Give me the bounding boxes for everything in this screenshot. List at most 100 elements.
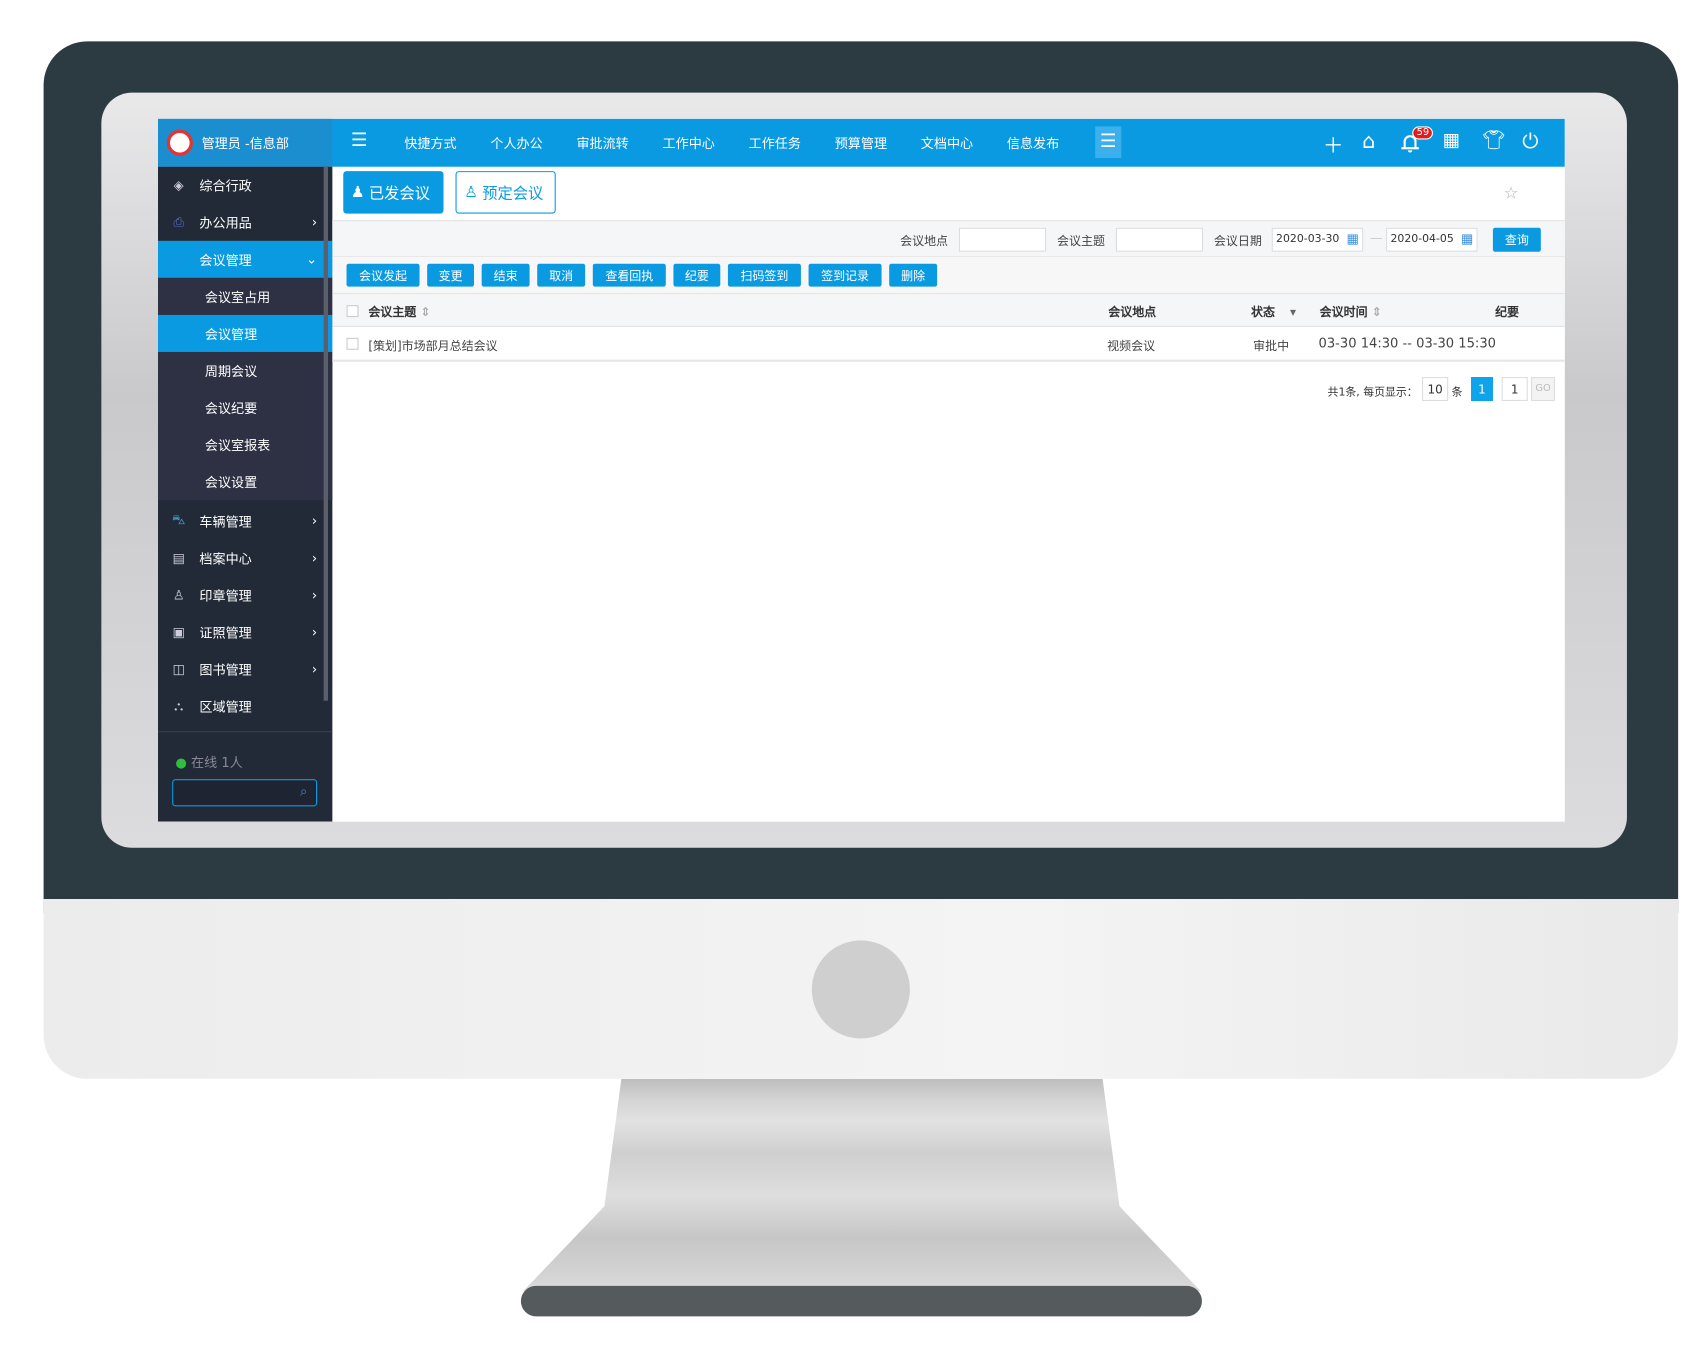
row-checkbox[interactable] — [346, 337, 359, 350]
nav-workcenter[interactable]: 工作中心 — [662, 136, 715, 152]
date-separator: — — [1369, 229, 1383, 246]
menu-toggle-icon[interactable]: ☰ — [350, 129, 368, 152]
sidebar-item-areas[interactable]: ⛬ 区域管理 — [158, 688, 332, 725]
goto-page-input[interactable]: 1 — [1501, 377, 1528, 402]
sidebar-item-books[interactable]: ◫ 图书管理 › — [158, 651, 332, 688]
sidebar-label: 综合行政 — [199, 178, 252, 194]
col-status[interactable]: 状态 ▾ — [1251, 303, 1296, 320]
skin-icon[interactable]: 👕︎ — [1481, 129, 1506, 152]
cell-location: 视频会议 — [1107, 338, 1156, 354]
brand: 管理员 -信息部 — [158, 118, 333, 167]
sidebar-item-vehicles[interactable]: ⛍ 车辆管理 › — [158, 502, 332, 539]
monitor-stand — [523, 1078, 1201, 1292]
date-from-value: 2020-03-30 — [1276, 233, 1340, 246]
nav-docs[interactable]: 文档中心 — [920, 136, 974, 152]
view-receipts-button[interactable]: 查看回执 — [592, 263, 666, 287]
sidebar-item-general[interactable]: ◈ 综合行政 — [158, 167, 332, 204]
sidebar-sub-room-usage[interactable]: 会议室占用 — [158, 277, 333, 315]
sidebar-item-stamps[interactable]: ♙ 印章管理 › — [158, 576, 332, 613]
sidebar: ◈ 综合行政 ⎙ 办公用品 › ◌ 会议管理 ⌄ 会议室占用 会议管理 周期会议 会议纪要… — [158, 166, 333, 822]
calendar-icon[interactable]: ▦ — [1346, 231, 1359, 247]
page-1-button[interactable]: 1 — [1471, 377, 1493, 402]
bell-icon[interactable] — [1401, 134, 1419, 153]
star-icon[interactable]: ☆ — [1503, 183, 1519, 203]
top-header: 管理员 -信息部 ☰ 快捷方式 个人办公 审批流转 工作中心 工作任务 预算管理… — [158, 118, 1565, 167]
nav-approval[interactable]: 审批流转 — [576, 136, 629, 152]
chevron-right-icon: › — [311, 513, 318, 529]
col-label: 状态 — [1250, 305, 1275, 320]
filter-dropdown-icon[interactable]: ▾ — [1290, 305, 1297, 320]
table-row[interactable]: [策划]市场部月总结会议 视频会议 审批中 03-30 14:30 -- 03-… — [332, 326, 1565, 362]
action-toolbar: 会议发起 变更 结束 取消 查看回执 纪要 扫码签到 签到记录 删除 — [332, 257, 1565, 295]
nav-personal[interactable]: 个人办公 — [490, 136, 543, 152]
date-label: 会议日期 — [1213, 234, 1262, 249]
qr-checkin-button[interactable]: 扫码签到 — [727, 263, 801, 287]
go-button[interactable]: GO — [1531, 377, 1556, 402]
tab-sent-meetings[interactable]: ♟ 已发会议 — [343, 171, 444, 214]
cell-subject[interactable]: [策划]市场部月总结会议 — [368, 338, 498, 354]
search-button[interactable]: 查询 — [1492, 227, 1541, 252]
end-button[interactable]: 结束 — [481, 263, 530, 287]
page-size-input[interactable]: 10 — [1422, 377, 1449, 402]
sidebar-item-archive[interactable]: ▤ 档案中心 › — [158, 539, 332, 576]
select-all-checkbox[interactable] — [346, 305, 359, 318]
sidebar-sub-room-report[interactable]: 会议室报表 — [158, 426, 333, 464]
nav-news[interactable]: 信息发布 — [1006, 136, 1060, 152]
checkin-records-button[interactable]: 签到记录 — [808, 263, 882, 287]
home-icon[interactable]: ⌂ — [1362, 129, 1376, 154]
meeting-icon: ◌ — [172, 251, 185, 267]
delete-button[interactable]: 删除 — [889, 263, 938, 287]
col-label: 会议主题 — [368, 305, 417, 320]
sidebar-sub-meeting-mgmt[interactable]: 会议管理 — [158, 314, 333, 352]
location-input[interactable] — [958, 227, 1047, 252]
stamp-icon: ♙ — [172, 587, 185, 603]
col-subject[interactable]: 会议主题 ⇕ — [368, 303, 430, 320]
tab-label: 预定会议 — [482, 184, 544, 203]
tab-book-meeting[interactable]: ♙ 预定会议 — [455, 171, 556, 214]
search-icon[interactable]: ⌕ — [299, 783, 308, 799]
sidebar-label: 会议室报表 — [204, 437, 271, 453]
monitor-logo — [811, 940, 910, 1039]
notification-badge: 59 — [1412, 126, 1434, 140]
plus-icon[interactable]: ＋ — [1322, 134, 1344, 159]
date-from-input[interactable]: 2020-03-30 ▦ — [1271, 227, 1364, 252]
sidebar-scrollbar[interactable] — [323, 166, 328, 701]
col-time[interactable]: 会议时间 ⇕ — [1320, 303, 1382, 320]
nav-budget[interactable]: 预算管理 — [834, 136, 888, 152]
sidebar-label: 会议管理 — [204, 326, 258, 342]
nav-shortcuts[interactable]: 快捷方式 — [404, 136, 457, 152]
online-status: ● 在线 1人 — [175, 753, 242, 772]
cancel-button[interactable]: 取消 — [537, 263, 586, 287]
change-button[interactable]: 变更 — [427, 263, 475, 287]
main-content: ♟ 已发会议 ♙ 预定会议 ☆ 会议地点 会议主题 会议日期 2020-03-30 ▦… — [332, 167, 1565, 822]
sidebar-item-meetings[interactable]: ◌ 会议管理 ⌄ — [158, 240, 333, 278]
date-to-input[interactable]: 2020-04-05 ▦ — [1386, 227, 1478, 252]
sidebar-label: 图书管理 — [199, 661, 252, 678]
power-icon[interactable]: ⏻ — [1522, 129, 1539, 154]
pagination: 共1条, 每页显示： 10 条 1 1 GO — [1313, 377, 1564, 403]
col-location: 会议地点 — [1108, 305, 1157, 320]
location-label: 会议地点 — [900, 234, 949, 249]
subject-input[interactable] — [1115, 227, 1204, 252]
sidebar-label: 档案中心 — [199, 550, 252, 567]
apps-icon[interactable]: ▦ — [1442, 129, 1461, 152]
initiate-meeting-button[interactable]: 会议发起 — [346, 263, 420, 287]
sidebar-label: 办公用品 — [199, 215, 252, 231]
sidebar-search-input[interactable]: ⌕ — [172, 779, 318, 807]
sidebar-sub-settings[interactable]: 会议设置 — [158, 463, 333, 501]
minutes-button[interactable]: 纪要 — [673, 263, 721, 287]
sidebar-label: 证照管理 — [199, 624, 252, 641]
sidebar-sub-recurring[interactable]: 周期会议 — [158, 351, 333, 390]
sidebar-item-office-supplies[interactable]: ⎙ 办公用品 › — [158, 204, 332, 241]
monitor-base — [520, 1285, 1202, 1317]
page-size-unit: 条 — [1451, 386, 1463, 399]
user-icon: ● — [175, 755, 187, 771]
table-header: 会议主题 ⇕ 会议地点 状态 ▾ 会议时间 ⇕ 纪要 — [332, 294, 1565, 327]
nav-tasks[interactable]: 工作任务 — [748, 136, 801, 152]
calendar-icon[interactable]: ▦ — [1460, 231, 1474, 247]
sidebar-item-certificates[interactable]: ▣ 证照管理 › — [158, 614, 332, 651]
col-minutes: 纪要 — [1495, 305, 1520, 320]
more-menu-icon[interactable]: ☰ — [1095, 126, 1122, 159]
sidebar-sub-minutes[interactable]: 会议纪要 — [158, 389, 333, 427]
sidebar-label: 会议设置 — [204, 474, 258, 490]
